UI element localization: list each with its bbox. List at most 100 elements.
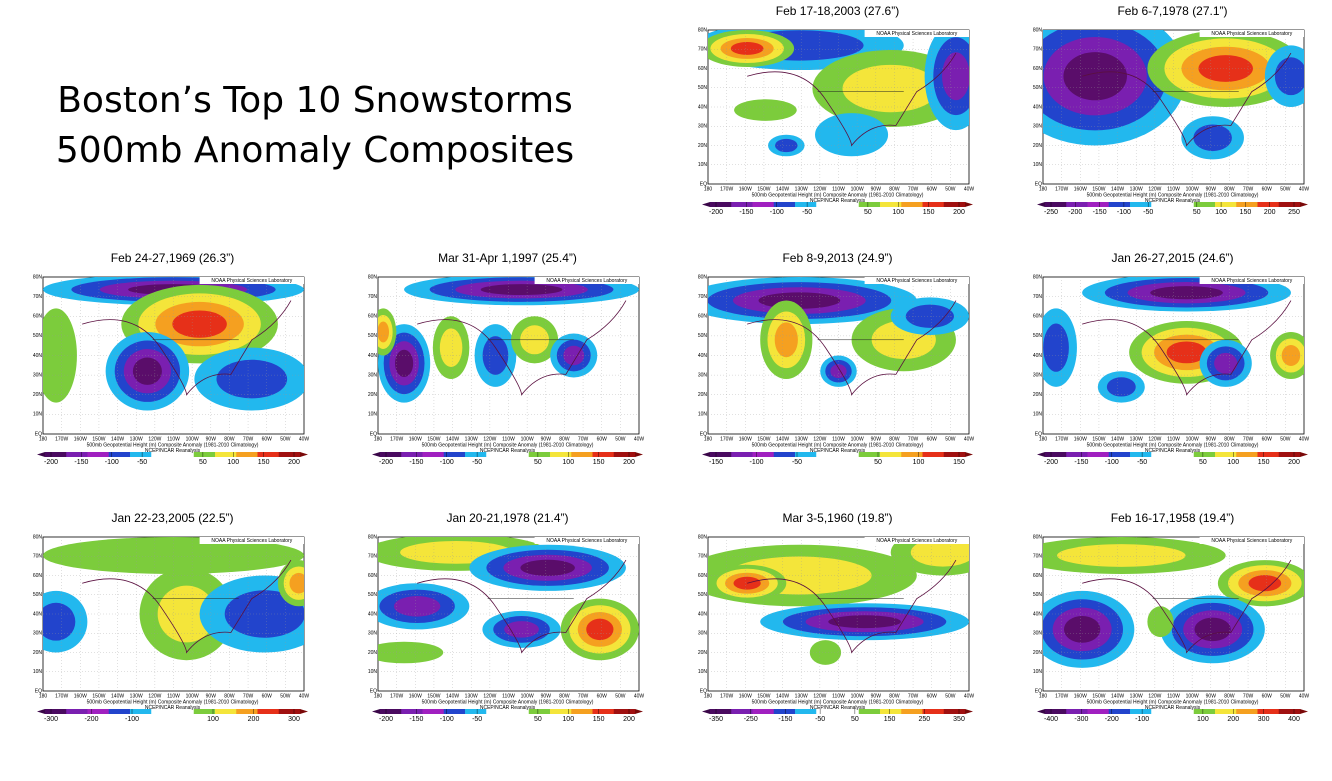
lat-label: 80N	[1033, 534, 1043, 540]
lat-label: 40N	[368, 353, 378, 359]
anomaly-contour	[1194, 617, 1231, 642]
lon-label: 130W	[130, 436, 143, 442]
colorbar-swatch	[422, 452, 445, 457]
colorbar-label: 200	[248, 716, 260, 723]
colorbar-swatch	[550, 709, 572, 714]
lat-label: 60N	[368, 573, 378, 579]
lon-label: 160W	[1074, 693, 1087, 699]
source-label: NOAA Physical Sciences Laboratory	[546, 538, 627, 544]
anomaly-contour	[43, 602, 76, 641]
anomaly-contour	[43, 308, 77, 403]
colorbar-swatch	[1130, 709, 1152, 714]
lat-label: 30N	[33, 372, 43, 378]
colorbar-label: 150	[923, 209, 935, 216]
colorbar-left	[1037, 202, 1045, 207]
colorbar-label: 100	[1215, 209, 1227, 216]
lon-label: 90W	[1206, 693, 1217, 699]
caption: 500mb Geopotential Height (m) Composite …	[422, 699, 594, 705]
colorbar-label: -150	[739, 209, 753, 216]
colorbar-label: -50	[472, 716, 482, 723]
lon-label: 100W	[1186, 186, 1199, 192]
lat-label: 40N	[1033, 353, 1043, 359]
anomaly-field	[43, 277, 304, 434]
lon-label: 140W	[776, 436, 789, 442]
colorbar-label: 100	[1227, 459, 1239, 466]
lon-label: 40W	[964, 693, 975, 699]
colorbar-left	[1037, 452, 1045, 457]
lat-label: 10N	[698, 669, 708, 675]
colorbar-right	[1300, 709, 1308, 714]
source-label: NOAA Physical Sciences Laboratory	[211, 278, 292, 284]
lon-label: 70W	[578, 436, 589, 442]
lat-label: 50N	[698, 333, 708, 339]
lon-label: 170W	[55, 436, 68, 442]
coastline	[1082, 300, 1292, 396]
coastline	[82, 559, 292, 654]
anomaly-contour	[942, 52, 969, 101]
colorbar-swatch	[731, 202, 753, 207]
colorbar-label: 50	[534, 459, 542, 466]
lat-label: 80N	[368, 534, 378, 540]
colorbar-swatch	[752, 202, 775, 207]
colorbar-swatch	[528, 452, 551, 457]
colorbar-swatch	[507, 452, 530, 457]
colorbar-label: -100	[105, 459, 119, 466]
credit: NCEP/NCAR Reanalysis	[1145, 448, 1201, 454]
colorbar-label: 100	[207, 716, 219, 723]
colorbar-label: -100	[770, 209, 784, 216]
lat-label: 20N	[698, 143, 708, 149]
anomaly-contour	[395, 349, 414, 378]
map-panel: Feb 17-18,2003 (27.6”) NOAA Physical Scie…	[698, 4, 975, 216]
lon-label: 90W	[871, 693, 882, 699]
colorbar-swatch	[66, 709, 88, 714]
colorbar-swatch	[837, 202, 860, 207]
lat-label: EQ	[700, 688, 707, 694]
colorbar-label: -50	[792, 459, 802, 466]
colorbar-swatch	[1215, 709, 1237, 714]
colorbar-swatch	[1087, 709, 1110, 714]
lat-label: 10N	[1033, 669, 1043, 675]
colorbar-right	[1300, 452, 1308, 457]
lon-label: 70W	[908, 693, 919, 699]
source-label: NOAA Physical Sciences Laboratory	[1211, 31, 1292, 37]
lat-label: 20N	[698, 392, 708, 398]
anomaly-contour	[378, 641, 444, 664]
caption: 500mb Geopotential Height (m) Composite …	[87, 699, 259, 705]
lat-label: 80N	[698, 27, 708, 33]
colorbar-swatch	[380, 709, 402, 714]
anomaly-field	[1043, 277, 1304, 434]
lat-label: 60N	[698, 66, 708, 72]
lon-label: 120W	[1148, 693, 1161, 699]
lat-label: 30N	[33, 631, 43, 637]
colorbar-swatch	[880, 709, 902, 714]
colorbar-swatch	[880, 202, 902, 207]
lat-label: 50N	[1033, 333, 1043, 339]
lat-label: 30N	[1033, 631, 1043, 637]
colorbar-label: -250	[744, 716, 758, 723]
source-label: NOAA Physical Sciences Laboratory	[1211, 538, 1292, 544]
credit: NCEP/NCAR Reanalysis	[810, 448, 866, 454]
colorbar-swatch	[1215, 202, 1237, 207]
colorbar-swatch	[613, 709, 636, 714]
lat-label: 60N	[368, 314, 378, 320]
lat-label: 30N	[1033, 124, 1043, 130]
colorbar-swatch	[613, 452, 636, 457]
lon-label: 100W	[186, 436, 199, 442]
colorbar-label: -50	[1137, 459, 1147, 466]
colorbar-swatch	[66, 452, 88, 457]
colorbar-left	[37, 452, 45, 457]
lon-label: 50W	[1280, 436, 1291, 442]
anomaly-contour	[224, 590, 304, 638]
caption: 500mb Geopotential Height (m) Composite …	[422, 442, 594, 448]
lat-label: 70N	[33, 554, 43, 560]
anomaly-contour	[1281, 345, 1301, 366]
colorbar-swatch	[571, 452, 593, 457]
lon-label: 60W	[1262, 186, 1273, 192]
lon-label: 180	[1039, 186, 1048, 192]
colorbar-swatch	[443, 452, 466, 457]
colorbar-right	[635, 452, 643, 457]
colorbar-label: 100	[892, 209, 904, 216]
colorbar-swatch	[1236, 452, 1258, 457]
lon-label: 130W	[465, 693, 478, 699]
panel-title: Feb 24-27,1969 (26.3”)	[111, 251, 234, 265]
